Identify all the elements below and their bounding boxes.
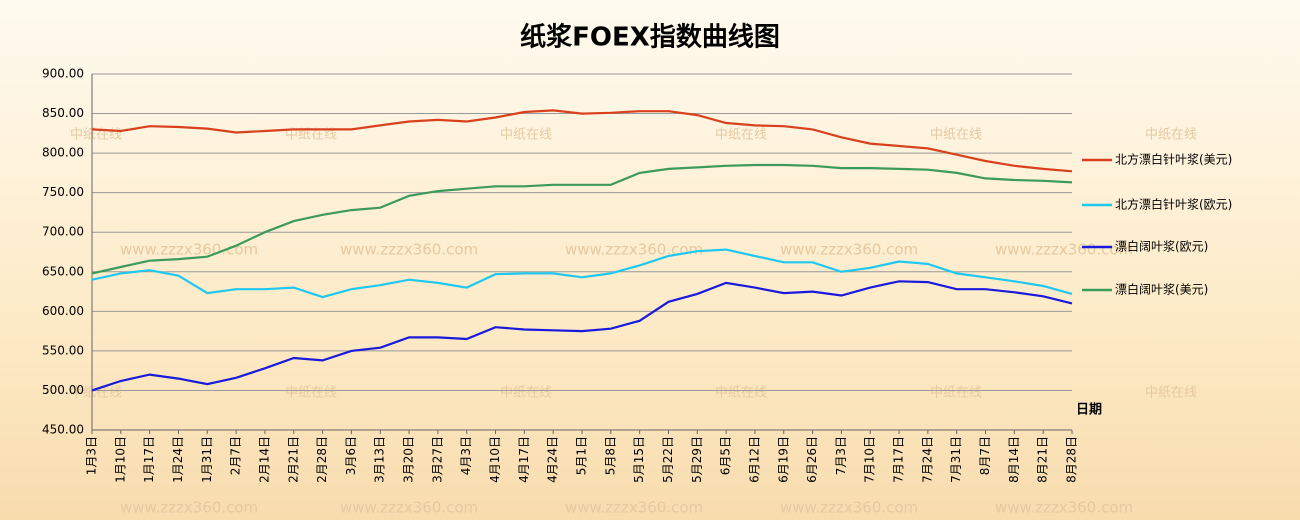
watermark: www.zzzx360.com <box>995 499 1133 517</box>
x-tick-label: 7月3日 <box>834 436 848 475</box>
series-line <box>91 248 1073 299</box>
x-tick-label: 2月28日 <box>315 436 329 483</box>
watermark: www.zzzx360.com <box>565 241 703 259</box>
x-tick-label: 5月15日 <box>632 436 646 483</box>
series-line <box>91 109 1073 173</box>
watermark: 中纸在线 <box>715 386 767 401</box>
x-tick-label: 8月14日 <box>1007 436 1021 483</box>
legend-label: 漂白阔叶浆(美元) <box>1115 282 1208 297</box>
x-tick-label: 8月28日 <box>1065 436 1079 483</box>
x-tick-label: 6月5日 <box>719 436 733 475</box>
chart-title: 纸浆FOEX指数曲线图 <box>520 22 780 53</box>
watermark: 中纸在线 <box>1145 386 1197 401</box>
watermark: 中纸在线 <box>1145 128 1197 143</box>
x-tick-label: 6月19日 <box>776 436 790 483</box>
x-tick-label: 6月26日 <box>805 436 819 483</box>
x-tick-label: 8月21日 <box>1036 436 1050 483</box>
x-tick-label: 5月29日 <box>690 436 704 483</box>
x-tick-label: 1月10日 <box>113 436 127 483</box>
watermark: www.zzzx360.com <box>340 241 478 259</box>
series-line <box>91 163 1073 275</box>
y-tick-label: 750.00 <box>42 185 84 199</box>
x-tick-label: 3月27日 <box>430 436 444 483</box>
x-tick-label: 3月13日 <box>373 436 387 483</box>
x-tick-label: 5月8日 <box>603 436 617 475</box>
y-tick-label: 900.00 <box>42 67 84 81</box>
watermark: www.zzzx360.com <box>120 499 258 517</box>
series-line <box>91 280 1073 392</box>
legend-label: 北方漂白针叶浆(美元) <box>1115 152 1232 167</box>
x-tick-label: 7月10日 <box>863 436 877 483</box>
x-axis-title: 日期 <box>1076 403 1102 418</box>
watermark: 中纸在线 <box>715 128 767 143</box>
watermark: 中纸在线 <box>285 128 337 143</box>
x-tick-label: 2月7日 <box>229 436 243 475</box>
x-tick-label: 7月31日 <box>949 436 963 483</box>
y-tick-label: 450.00 <box>42 423 84 437</box>
watermark: 中纸在线 <box>500 386 552 401</box>
x-tick-label: 2月14日 <box>257 436 271 483</box>
y-tick-label: 700.00 <box>42 225 84 239</box>
x-tick-label: 4月24日 <box>546 436 560 483</box>
watermark: www.zzzx360.com <box>120 241 258 259</box>
watermark: 中纸在线 <box>930 128 982 143</box>
y-tick-label: 550.00 <box>42 343 84 357</box>
x-tick-label: 4月3日 <box>459 436 473 475</box>
y-tick-label: 600.00 <box>42 304 84 318</box>
x-tick-label: 1月17日 <box>142 436 156 483</box>
legend-label: 漂白阔叶浆(欧元) <box>1115 239 1208 254</box>
x-tick-label: 1月3日 <box>85 436 99 475</box>
y-tick-label: 850.00 <box>42 106 84 120</box>
x-tick-label: 5月22日 <box>661 436 675 483</box>
y-tick-label: 500.00 <box>42 383 84 397</box>
watermark: www.zzzx360.com <box>565 499 703 517</box>
y-tick-label: 800.00 <box>42 146 84 160</box>
x-tick-label: 3月6日 <box>344 436 358 475</box>
x-tick-label: 7月24日 <box>920 436 934 483</box>
x-tick-label: 1月31日 <box>200 436 214 483</box>
x-tick-label: 5月1日 <box>575 436 589 475</box>
x-tick-label: 6月12日 <box>747 436 761 483</box>
y-tick-label: 650.00 <box>42 264 84 278</box>
watermark: www.zzzx360.com <box>995 241 1133 259</box>
x-tick-label: 2月21日 <box>286 436 300 483</box>
watermark: 中纸在线 <box>285 386 337 401</box>
watermark: www.zzzx360.com <box>780 241 918 259</box>
watermark: 中纸在线 <box>70 386 122 401</box>
watermark: 中纸在线 <box>500 128 552 143</box>
x-tick-label: 3月20日 <box>402 436 416 483</box>
x-tick-label: 7月17日 <box>892 436 906 483</box>
x-tick-label: 1月24日 <box>171 436 185 483</box>
legend-label: 北方漂白针叶浆(欧元) <box>1115 197 1232 212</box>
watermark: www.zzzx360.com <box>780 499 918 517</box>
watermark: 中纸在线 <box>930 386 982 401</box>
x-tick-label: 4月10日 <box>488 436 502 483</box>
x-tick-label: 4月17日 <box>517 436 531 483</box>
x-tick-label: 8月7日 <box>978 436 992 475</box>
watermark: www.zzzx360.com <box>340 499 478 517</box>
